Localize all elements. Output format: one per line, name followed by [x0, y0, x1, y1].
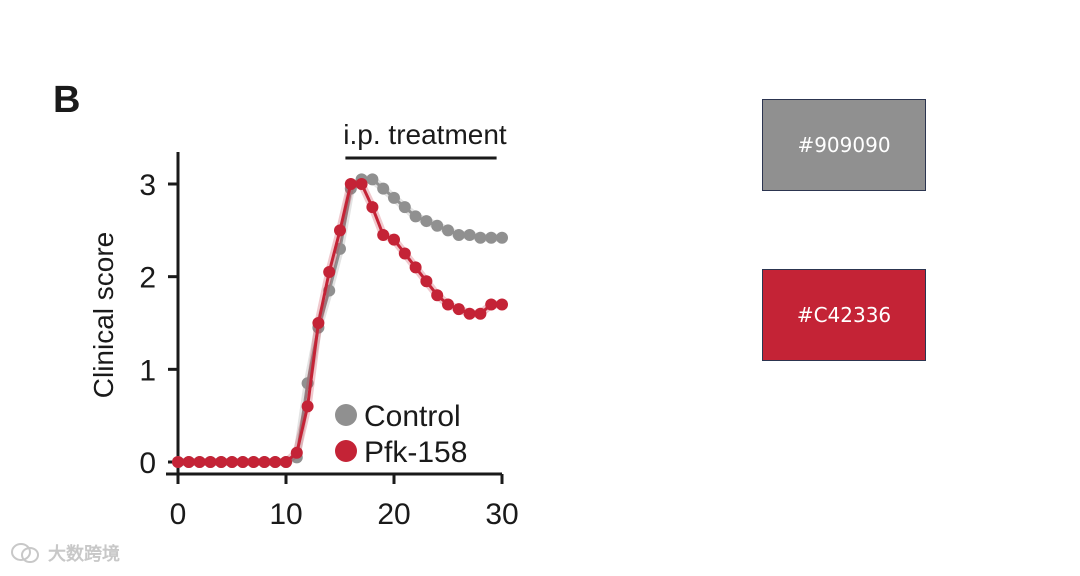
data-point-control	[485, 231, 498, 244]
data-point-control	[398, 201, 411, 214]
legend-marker-control	[335, 404, 357, 426]
data-point-pfk-158	[377, 228, 390, 241]
panel-label: B	[53, 79, 80, 121]
data-point-control	[474, 231, 487, 244]
data-point-pfk-158	[215, 456, 228, 468]
data-point-pfk-158	[290, 446, 303, 459]
data-point-pfk-158	[204, 456, 217, 468]
data-point-pfk-158	[431, 289, 444, 302]
color-swatch-gray: #909090	[762, 99, 926, 191]
data-point-control	[496, 231, 508, 244]
data-point-control	[442, 224, 454, 237]
data-point-pfk-158	[236, 456, 249, 468]
data-point-pfk-158	[226, 456, 238, 468]
data-point-pfk-158	[398, 247, 411, 260]
annotation-text: i.p. treatment	[343, 119, 507, 150]
data-point-pfk-158	[334, 224, 346, 237]
y-tick-label: 3	[139, 169, 156, 202]
data-point-control	[452, 228, 465, 241]
data-point-pfk-158	[463, 307, 476, 320]
legend-label-pfk158: Pfk-158	[364, 436, 467, 469]
swatch-label-gray: #909090	[797, 133, 891, 157]
data-point-pfk-158	[442, 298, 454, 311]
data-point-pfk-158	[485, 298, 498, 311]
x-tick-label: 10	[269, 498, 302, 531]
data-point-pfk-158	[258, 456, 271, 468]
x-tick-label: 20	[377, 498, 410, 531]
data-point-pfk-158	[452, 303, 465, 316]
data-point-control	[409, 210, 422, 223]
data-point-pfk-158	[474, 307, 487, 320]
data-point-pfk-158	[312, 317, 325, 329]
y-tick-label: 1	[139, 354, 156, 387]
data-point-control	[463, 228, 476, 241]
treatment-annotation: i.p. treatment	[343, 119, 507, 160]
wechat-logo-icon	[11, 543, 39, 563]
data-point-control	[388, 191, 400, 204]
data-point-pfk-158	[280, 456, 292, 468]
watermark-text: 大数跨境	[48, 544, 120, 565]
legend: Control Pfk-158	[335, 400, 467, 469]
x-tick-label: 0	[170, 498, 187, 531]
data-point-pfk-158	[496, 298, 508, 311]
y-axis-label: Clinical score	[88, 232, 119, 399]
y-tick-label: 2	[139, 262, 156, 295]
data-point-pfk-158	[269, 456, 282, 468]
axes	[166, 152, 502, 476]
data-point-pfk-158	[366, 201, 379, 214]
series-layer	[172, 173, 508, 468]
data-point-pfk-158	[323, 266, 336, 279]
data-point-pfk-158	[420, 275, 433, 288]
data-point-pfk-158	[301, 400, 314, 413]
data-point-pfk-158	[193, 456, 206, 468]
data-point-pfk-158	[247, 456, 260, 468]
data-point-control	[431, 219, 444, 232]
legend-marker-pfk158	[335, 440, 357, 462]
watermark: 大数跨境	[10, 540, 120, 566]
x-tick-label: 30	[485, 498, 518, 531]
data-point-pfk-158	[172, 456, 184, 468]
legend-label-control: Control	[364, 400, 461, 433]
data-point-control	[420, 215, 433, 228]
data-point-pfk-158	[409, 261, 422, 274]
color-swatch-red: #C42336	[762, 269, 926, 361]
data-point-control	[377, 182, 390, 195]
data-point-pfk-158	[344, 178, 357, 190]
data-point-control	[366, 173, 379, 186]
data-point-pfk-158	[388, 233, 400, 246]
data-point-pfk-158	[355, 178, 368, 190]
y-tick-label: 0	[139, 447, 156, 480]
swatch-label-red: #C42336	[796, 303, 892, 327]
data-point-pfk-158	[182, 456, 195, 468]
ticks: 0 10 20 30 0 1 2 3	[139, 169, 518, 531]
